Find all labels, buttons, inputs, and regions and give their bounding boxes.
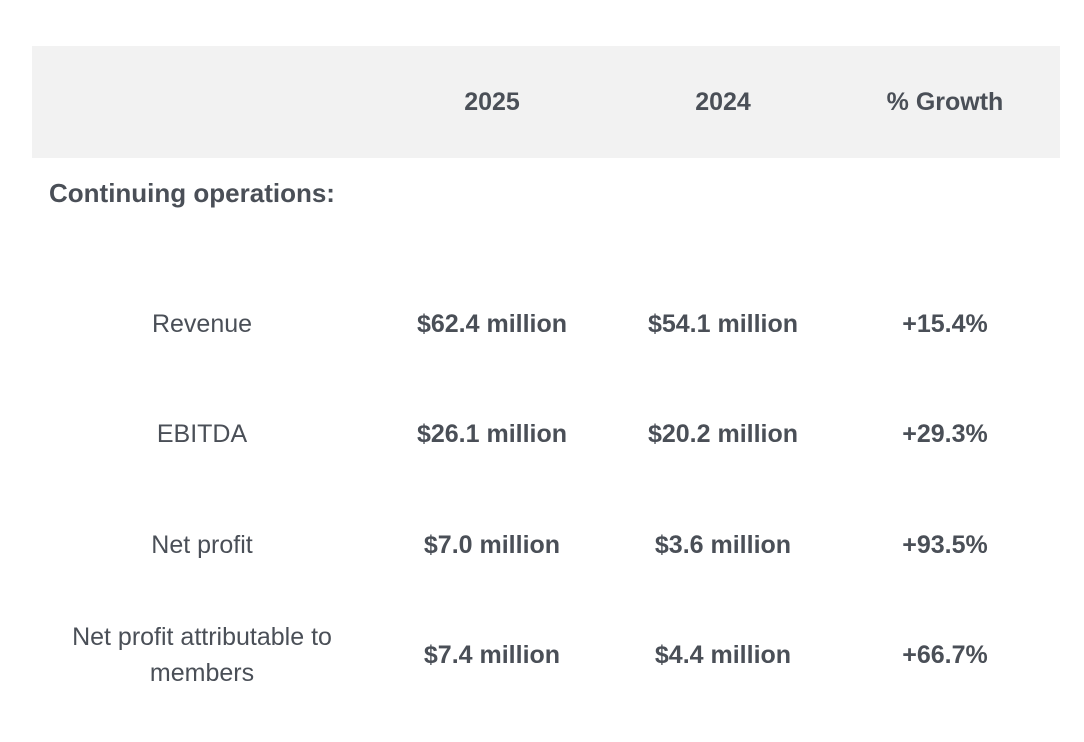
value-growth: +93.5%: [902, 530, 988, 559]
header-2025: 2025: [464, 88, 520, 116]
row-label: Revenue: [151, 310, 253, 338]
value-growth: +15.4%: [902, 309, 988, 338]
header-blank-cell: [32, 46, 372, 158]
value-2025: $7.0 million: [423, 530, 561, 559]
table-row-net-profit: Net profit $7.0 million $3.6 million +93…: [32, 505, 1060, 585]
row-label: Net profit attributable to members: [72, 623, 332, 687]
value-growth: +29.3%: [902, 419, 988, 448]
header-2024: 2024: [695, 88, 751, 116]
section-title: Continuing operations:: [49, 178, 335, 208]
value-2024: $54.1 million: [647, 309, 799, 338]
value-growth: +66.7%: [902, 640, 988, 669]
value-2024: $20.2 million: [647, 419, 799, 448]
table-row-ebitda: EBITDA $26.1 million $20.2 million +29.3…: [32, 394, 1060, 474]
header-growth: % Growth: [886, 88, 1004, 116]
row-label: Net profit: [151, 531, 253, 559]
value-2025: $7.4 million: [423, 640, 561, 669]
financial-summary-table: 2025 2024 % Growth Continuing operations…: [32, 46, 1060, 687]
table-row-revenue: Revenue $62.4 million $54.1 million +15.…: [32, 284, 1060, 364]
value-2025: $26.1 million: [416, 419, 568, 448]
value-2025: $62.4 million: [416, 309, 568, 338]
row-label: EBITDA: [156, 420, 248, 448]
value-2024: $3.6 million: [654, 530, 792, 559]
table-header-row: 2025 2024 % Growth: [32, 46, 1060, 158]
table-row-net-profit-members: Net profit attributable to members $7.4 …: [32, 615, 1060, 695]
value-2024: $4.4 million: [654, 640, 792, 669]
